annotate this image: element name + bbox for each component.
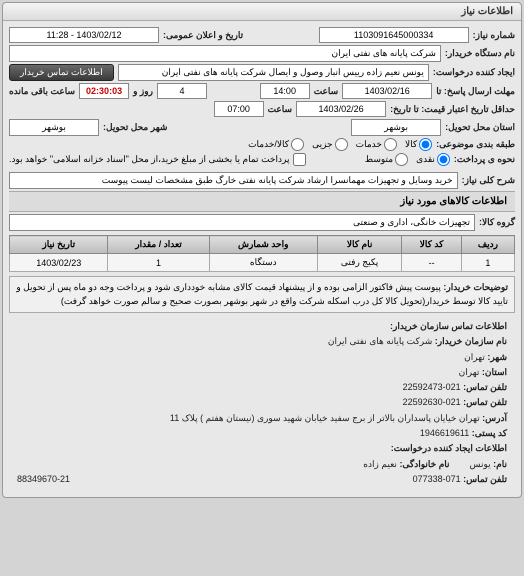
name-val: یونس	[470, 459, 491, 469]
th-index: ردیف	[461, 236, 514, 254]
td-unit: دستگاه	[209, 254, 317, 272]
city-label: شهر:	[487, 352, 507, 362]
need-title-field: خرید وسایل و تجهیزات مهمانسرا ارشاد شرکت…	[9, 172, 458, 189]
buyer-notes-label: توضیحات خریدار:	[443, 282, 508, 292]
payment-radio-cash[interactable]	[437, 153, 450, 166]
phone2-label: تلفن تماس:	[463, 474, 507, 484]
category-opt-kala: کالا	[405, 139, 417, 150]
treasury-note: پرداخت تمام یا بخشی از مبلغ خرید،از محل …	[9, 154, 289, 165]
td-qty: 1	[108, 254, 209, 272]
buyer-device-label: نام دستگاه خریدار:	[445, 48, 515, 59]
city-val: تهران	[464, 352, 485, 362]
td-date: 1403/02/23	[10, 254, 108, 272]
family-label: نام خانوادگی:	[399, 459, 449, 469]
announce-field: 1403/02/12 - 11:28	[9, 27, 159, 43]
request-number-field: 1103091645000334	[319, 27, 469, 43]
remain-time: 02:30:03	[79, 83, 129, 99]
need-title-label: شرح کلی نیاز:	[462, 175, 515, 186]
th-date: تاریخ نیاز	[10, 236, 108, 254]
fax-label: تلفن تماس:	[463, 397, 507, 407]
table-header-row: ردیف کد کالا نام کالا واحد شمارش تعداد /…	[10, 236, 515, 254]
remain-days: 4	[157, 83, 207, 99]
th-qty: تعداد / مقدار	[108, 236, 209, 254]
goods-section-title: اطلاعات کالاهای مورد نیاز	[9, 191, 515, 212]
org-name-label: نام سازمان خریدار:	[435, 336, 507, 346]
validity-date: 1403/02/26	[296, 101, 386, 117]
th-unit: واحد شمارش	[209, 236, 317, 254]
payment-radio-installment[interactable]	[395, 153, 408, 166]
th-code: کد کالا	[402, 236, 462, 254]
requester-label: ایجاد کننده درخواست:	[433, 67, 515, 78]
remain-days-label: روز و	[133, 86, 153, 97]
td-name: پکیج رفتی	[317, 254, 401, 272]
buyer-notes-text: پیوست پیش فاکتور الزامی بوده و از پیشنها…	[16, 282, 508, 306]
request-number-label: شماره نیاز:	[473, 30, 515, 41]
postal-val: 1946619611	[420, 428, 469, 438]
delivery-city-field: بوشهر	[9, 119, 99, 136]
validity-time: 07:00	[214, 101, 264, 117]
goods-group-field: تجهیزات خانگی، اداری و صنعتی	[9, 214, 475, 231]
td-index: 1	[461, 254, 514, 272]
family-val: نعیم زاده	[363, 459, 397, 469]
category-radio-group: کالا خدمات جزیی کالا/خدمات	[248, 138, 432, 151]
panel-title: اطلاعات نیاز	[3, 3, 521, 21]
org-name: شرکت پایانه های نفتی ایران	[328, 336, 432, 346]
delivery-city-label: شهر محل تحویل:	[103, 122, 167, 133]
payment-opt-installment: متوسط	[365, 154, 393, 165]
payment-radio-group: نقدی متوسط	[365, 153, 450, 166]
name-label: نام:	[493, 459, 507, 469]
state-label: استان:	[482, 367, 507, 377]
fax-val: 021-22592630	[403, 397, 461, 407]
category-radio-khadamat[interactable]	[384, 138, 397, 151]
state-val: تهران	[459, 367, 480, 377]
category-radio-kalan[interactable]	[291, 138, 304, 151]
remain-suffix: ساعت باقی مانده	[9, 86, 75, 97]
phone-val: 021-22592473	[403, 382, 461, 392]
treasury-checkbox[interactable]	[293, 153, 306, 166]
th-name: نام کالا	[317, 236, 401, 254]
phone2-val: 88349670-21	[17, 472, 70, 487]
payment-opt-cash: نقدی	[416, 154, 435, 165]
table-row[interactable]: 1 -- پکیج رفتی دستگاه 1 1403/02/23	[10, 254, 515, 272]
time-label-1: ساعت	[314, 86, 339, 97]
time-label-2: ساعت	[268, 104, 293, 115]
postal-label: کد پستی:	[472, 428, 507, 438]
contact-header: اطلاعات تماس سازمان خریدار:	[17, 319, 507, 334]
category-label: طبقه بندی موضوعی:	[436, 139, 515, 150]
creator-label: اطلاعات ایجاد کننده درخواست:	[17, 441, 507, 456]
contact-info-button[interactable]: اطلاعات تماس خریدار	[9, 64, 114, 81]
deadline-send-date: 1403/02/16	[342, 83, 432, 99]
announce-label: تاریخ و اعلان عمومی:	[163, 30, 243, 41]
category-opt-khadamat: خدمات	[356, 139, 382, 150]
phone-label: تلفن تماس:	[463, 382, 507, 392]
category-radio-kala[interactable]	[419, 138, 432, 151]
delivery-state-label: استان محل تحویل:	[445, 122, 515, 133]
goods-group-label: گروه کالا:	[479, 217, 515, 228]
validity-label: حداقل تاریخ اعتبار قیمت: تا تاریخ:	[390, 104, 515, 115]
category-opt-kalan: کالا/خدمات	[248, 139, 289, 150]
category-opt-jozi: جزیی	[312, 139, 333, 150]
deadline-send-time: 14:00	[260, 83, 310, 99]
deadline-send-label: مهلت ارسال پاسخ: تا	[436, 86, 515, 97]
address-val: تهران خیایان پاسداران بالاتر از برج سفید…	[170, 413, 480, 423]
category-radio-jozi[interactable]	[335, 138, 348, 151]
address-label: آدرس:	[482, 413, 507, 423]
delivery-state-field: بوشهر	[351, 119, 441, 136]
goods-table: ردیف کد کالا نام کالا واحد شمارش تعداد /…	[9, 235, 515, 272]
payment-label: نحوه ی پرداخت:	[454, 154, 515, 165]
phone3-val: 071-077338	[413, 474, 461, 484]
td-code: --	[402, 254, 462, 272]
requester-field: یونس نعیم زاده رییس انبار وصول و ایصال ش…	[118, 64, 429, 81]
buyer-device-field: شرکت پایانه های نفتی ایران	[9, 45, 441, 62]
